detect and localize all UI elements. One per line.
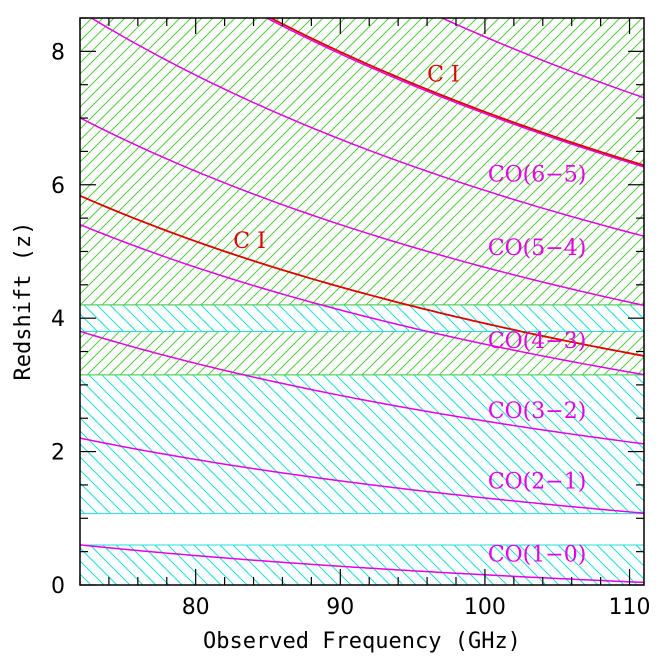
label-co-2-1-: CO(2−1) <box>488 469 586 494</box>
plot-frame <box>79 17 645 586</box>
line-c-i-1-0- <box>80 194 644 357</box>
label-co-6-5-: CO(6−5) <box>488 162 586 187</box>
emission-lines <box>80 18 644 584</box>
y-tick-label: 6 <box>51 174 65 199</box>
cyan-band-mid <box>80 374 644 514</box>
line-co-6-5- <box>89 18 644 237</box>
label-co-4-3-: CO(4−3) <box>488 329 586 354</box>
x-tick-label: 100 <box>464 595 506 620</box>
hatched-bands <box>80 18 644 585</box>
cyan-band-high <box>80 304 644 332</box>
line-co-5-4- <box>80 117 644 307</box>
line-co-3-2- <box>80 330 644 445</box>
line-c-i-2-1- <box>268 18 644 167</box>
x-tick-label: 80 <box>182 595 210 620</box>
label-c-i-2-1-: C I <box>427 62 460 87</box>
line-co-7-6- <box>265 18 644 168</box>
axis-ticks <box>79 17 644 586</box>
label-c-i-1-0-: C I <box>233 229 266 254</box>
x-axis-title: Observed Frequency (GHz) <box>203 629 521 654</box>
y-tick-label: 8 <box>51 40 65 65</box>
axis-tick-labels: 80 90 100 110 0 2 4 6 8 <box>51 40 651 620</box>
line-co-4-3- <box>80 223 644 376</box>
y-axis-title: Redshift (z) <box>11 222 36 381</box>
label-co-3-2-: CO(3−2) <box>488 399 586 424</box>
green-band-low <box>80 331 644 375</box>
line-co-8-7- <box>440 18 644 99</box>
y-tick-label: 2 <box>51 441 65 466</box>
y-tick-label: 0 <box>51 574 65 599</box>
line-co-2-1- <box>80 437 644 514</box>
x-tick-label: 90 <box>326 595 354 620</box>
line-co-1-0- <box>80 544 644 584</box>
emission-line-labels: CO(1−0) CO(2−1) CO(3−2) CO(4−3) CO(5−4) CO(6−… <box>233 62 586 567</box>
label-co-1-0-: CO(1−0) <box>488 543 586 568</box>
label-co-5-4-: CO(5−4) <box>488 236 586 261</box>
x-tick-label: 110 <box>609 595 651 620</box>
y-tick-label: 4 <box>51 307 65 332</box>
